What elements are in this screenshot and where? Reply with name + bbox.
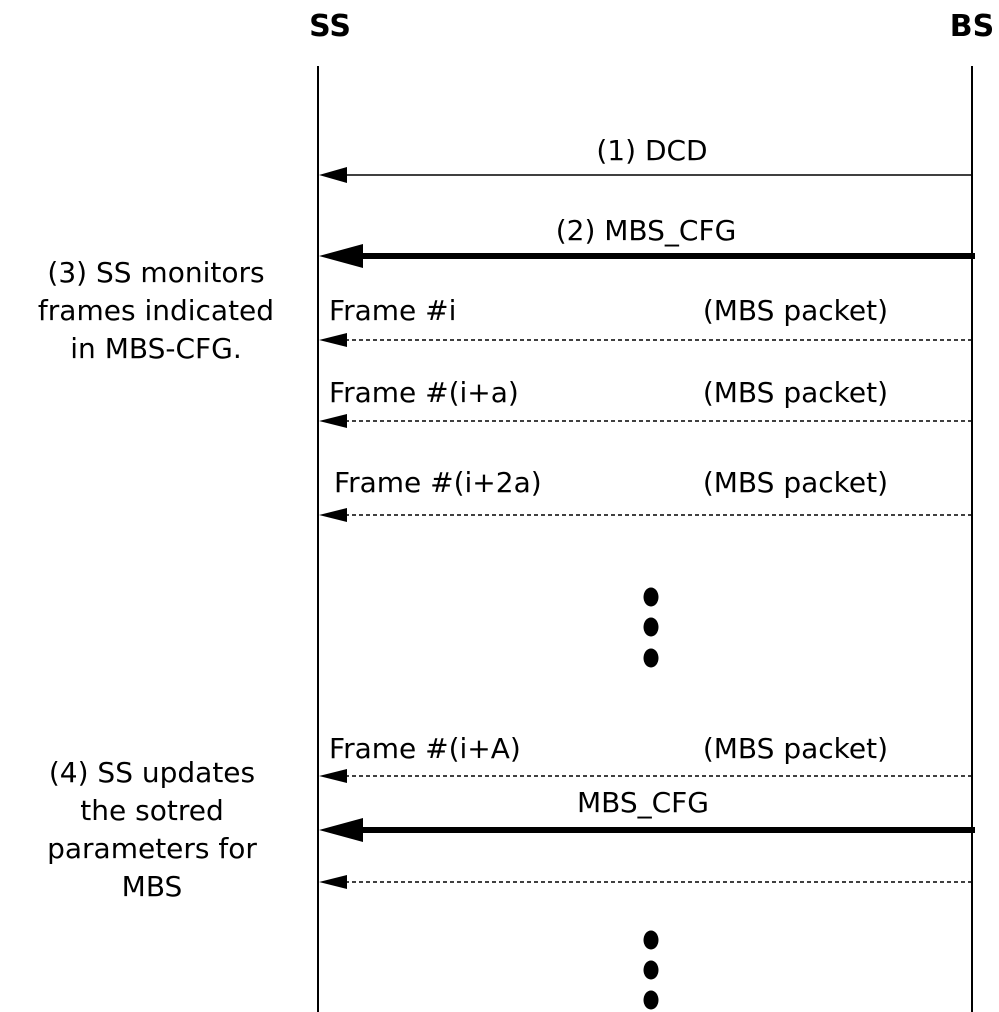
message-final-dashed-arrowhead [319,875,347,889]
message-frame-i-plus-A-packet-label: (MBS packet) [703,732,888,765]
participant-bs-label: BS [950,9,994,44]
note-ss-monitors: (3) SS monitors frames indicated in MBS-… [38,256,274,365]
message-frame-i-plus-A-arrowhead [319,769,347,783]
note-4-line-3: parameters for [47,832,257,865]
message-frame-i-plus-A-frame-label: Frame #(i+A) [329,732,521,765]
message-mbs-cfg-2-label: MBS_CFG [577,786,709,819]
continuation-dots-2 [643,930,659,1010]
message-frame-i-plus-2a-arrowhead [319,508,347,522]
message-mbs-cfg-1-arrowhead [319,244,363,268]
message-dcd: (1) DCD [319,134,972,183]
message-dcd-arrowhead [319,167,347,183]
message-mbs-cfg-2: MBS_CFG [319,786,975,842]
message-mbs-cfg-1: (2) MBS_CFG [319,214,975,268]
message-mbs-cfg-1-label: (2) MBS_CFG [556,214,737,247]
message-frame-i-frame-label: Frame #i [329,294,456,327]
message-frame-i-plus-a-packet-label: (MBS packet) [703,376,888,409]
continuation-dot [643,587,659,607]
note-3-line-1: (3) SS monitors [47,256,264,289]
message-frame-i-plus-A: Frame #(i+A) (MBS packet) [319,732,972,783]
continuation-dots-1 [643,587,659,668]
message-frame-i-plus-2a: Frame #(i+2a) (MBS packet) [319,466,972,522]
message-dcd-label: (1) DCD [596,134,707,167]
message-mbs-cfg-2-arrowhead [319,818,363,842]
message-frame-i-plus-a: Frame #(i+a) (MBS packet) [319,376,972,428]
note-4-line-4: MBS [122,870,183,903]
participant-ss-label: SS [309,9,351,44]
message-frame-i: Frame #i (MBS packet) [319,294,972,347]
note-4-line-2: the sotred [80,794,223,827]
message-final-dashed [319,875,972,889]
continuation-dot [643,617,659,637]
message-frame-i-plus-a-frame-label: Frame #(i+a) [329,376,519,409]
message-frame-i-arrowhead [319,333,347,347]
message-frame-i-packet-label: (MBS packet) [703,294,888,327]
continuation-dot [643,648,659,668]
note-3-line-2: frames indicated [38,294,274,327]
note-4-line-1: (4) SS updates [49,756,255,789]
continuation-dot [643,930,659,950]
note-3-line-3: in MBS-CFG. [70,332,241,365]
continuation-dot [643,960,659,980]
note-ss-updates: (4) SS updates the sotred parameters for… [47,756,257,903]
continuation-dot [643,990,659,1010]
message-frame-i-plus-a-arrowhead [319,414,347,428]
message-frame-i-plus-2a-frame-label: Frame #(i+2a) [334,466,542,499]
message-frame-i-plus-2a-packet-label: (MBS packet) [703,466,888,499]
